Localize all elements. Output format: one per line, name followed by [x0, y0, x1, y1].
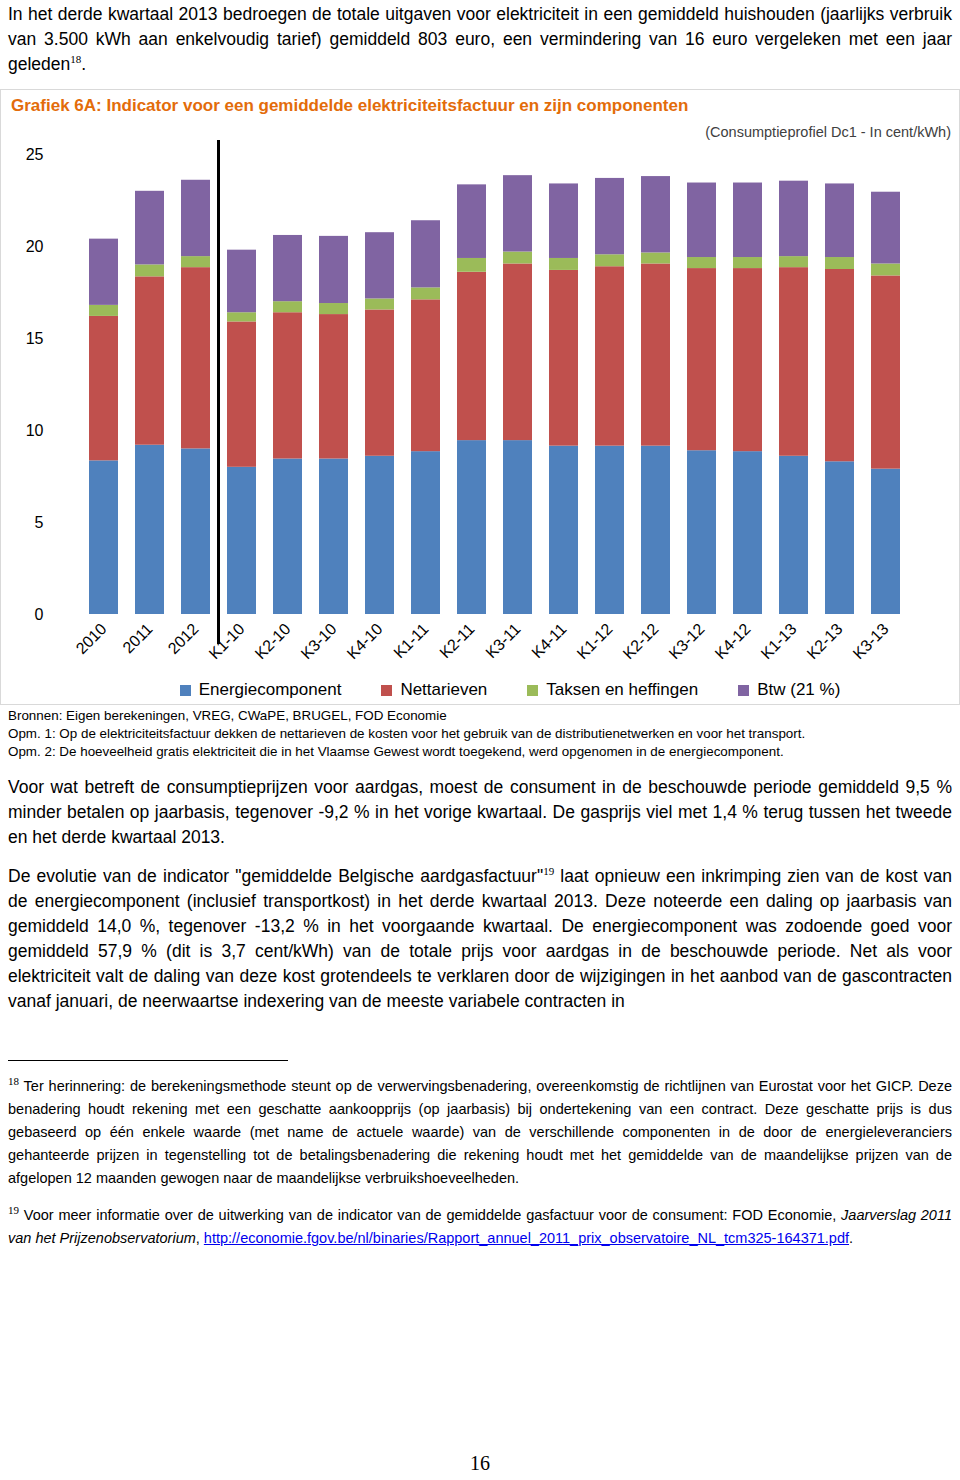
svg-text:K2-11: K2-11	[436, 620, 477, 661]
svg-text:K1-11: K1-11	[390, 620, 431, 661]
html-text:Voor wat betreft de consumptie: Voor wat betreft de consumptieprijzen vo…	[8, 777, 952, 847]
html-text:De evolutie van de indicator ": De evolutie van de indicator "gemiddelde…	[8, 865, 952, 1011]
html-text:Taksen en heffingen: Taksen en heffingen	[546, 680, 699, 699]
svg-text:K2-12: K2-12	[620, 620, 662, 662]
svg-text:K1-10: K1-10	[206, 620, 248, 662]
html-text:Bronnen: Eigen berekeningen, V: Bronnen: Eigen berekeningen, VREG, CWaPE…	[8, 708, 447, 723]
svg-text:10: 10	[26, 422, 44, 439]
svg-text:5: 5	[35, 514, 44, 531]
svg-text:K4-11: K4-11	[528, 620, 569, 661]
svg-text:K1-13: K1-13	[758, 620, 800, 662]
html-text:Btw (21 %): Btw (21 %)	[757, 680, 841, 699]
svg-text:K3-11: K3-11	[482, 620, 523, 661]
html-text:(Consumptieprofiel Dc1 - In ce: (Consumptieprofiel Dc1 - In cent/kWh)	[705, 124, 951, 140]
svg-text:K3-10: K3-10	[298, 620, 340, 662]
svg-text:K4-10: K4-10	[344, 620, 386, 662]
html-text:In het derde kwartaal 2013 bed: In het derde kwartaal 2013 bedroegen de …	[8, 4, 952, 74]
html-text:Energiecomponent: Energiecomponent	[198, 680, 342, 699]
svg-text:K2-13: K2-13	[804, 620, 846, 662]
svg-text:K1-12: K1-12	[574, 620, 616, 662]
svg-text:2011: 2011	[119, 620, 155, 656]
html-text:16: 16	[470, 1452, 490, 1474]
svg-text:0: 0	[35, 606, 44, 623]
html-text:Nettarieven: Nettarieven	[400, 680, 488, 699]
html-text:18Ter herinnering: de berekeni: 18Ter herinnering: de berekeningsmethode…	[8, 1075, 952, 1186]
svg-text:15: 15	[26, 330, 44, 347]
html-text:19Voor meer informatie over de: 19Voor meer informatie over de uitwerkin…	[8, 1204, 952, 1246]
svg-text:K3-12: K3-12	[666, 620, 708, 662]
svg-text:K2-10: K2-10	[252, 620, 294, 662]
html-text:Opm. 1: Op de elektriciteitsfa: Opm. 1: Op de elektriciteitsfactuur dekk…	[8, 726, 806, 741]
svg-text:K4-12: K4-12	[712, 620, 754, 662]
svg-text:2010: 2010	[73, 620, 110, 657]
svg-text:K3-13: K3-13	[850, 620, 892, 662]
svg-text:20: 20	[26, 238, 44, 255]
html-text:Opm. 2: De hoeveelheid gratis: Opm. 2: De hoeveelheid gratis elektricit…	[8, 744, 784, 759]
svg-text:25: 25	[26, 146, 44, 163]
html-text:Grafiek 6A: Indicator voor een: Grafiek 6A: Indicator voor een gemiddeld…	[11, 96, 689, 115]
svg-text:2012: 2012	[165, 620, 202, 657]
